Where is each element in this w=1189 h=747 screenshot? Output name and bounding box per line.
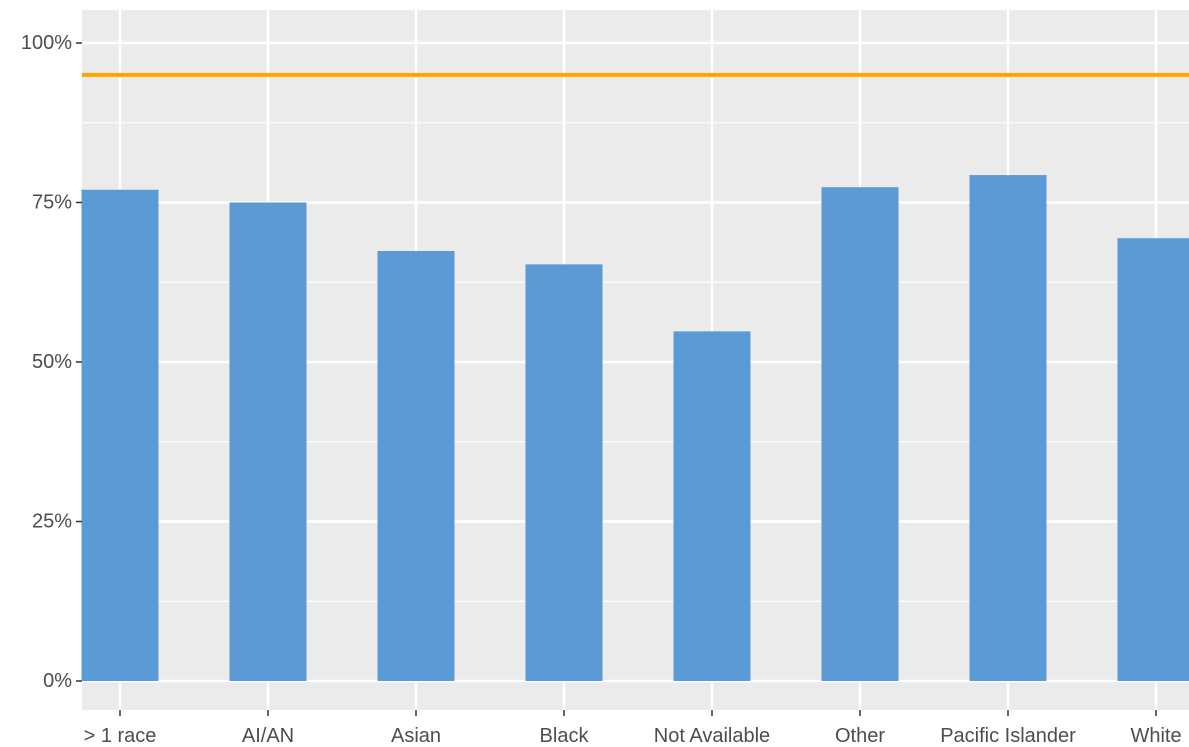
bar — [229, 202, 307, 681]
x-tick-label: Other — [835, 725, 885, 747]
x-tick-label: Not Available — [654, 725, 770, 747]
x-tick-label: Asian — [391, 725, 441, 747]
x-tick-label: > 1 race — [84, 725, 157, 747]
bar — [1117, 238, 1189, 681]
bar — [525, 264, 603, 681]
x-tick-label: Pacific Islander — [940, 725, 1076, 747]
y-tick-label: 75% — [32, 192, 72, 214]
bar — [377, 250, 455, 681]
y-tick-label: 25% — [32, 511, 72, 533]
x-tick-label: White — [1130, 725, 1181, 747]
bar — [821, 187, 899, 682]
bar — [81, 189, 159, 682]
x-axis: > 1 race AI/AN Asian Black Not Available Othe… — [84, 710, 1182, 747]
x-tick-label: AI/AN — [242, 725, 294, 747]
y-tick-label: 50% — [32, 351, 72, 373]
bars — [81, 175, 1189, 682]
y-tick-label: 0% — [43, 670, 72, 692]
bar — [969, 175, 1047, 682]
y-tick-label: 100% — [21, 32, 72, 54]
x-tick-label: Black — [540, 725, 590, 747]
y-axis: 0% 25% 50% 75% 100% — [21, 32, 82, 692]
bar — [673, 331, 751, 681]
